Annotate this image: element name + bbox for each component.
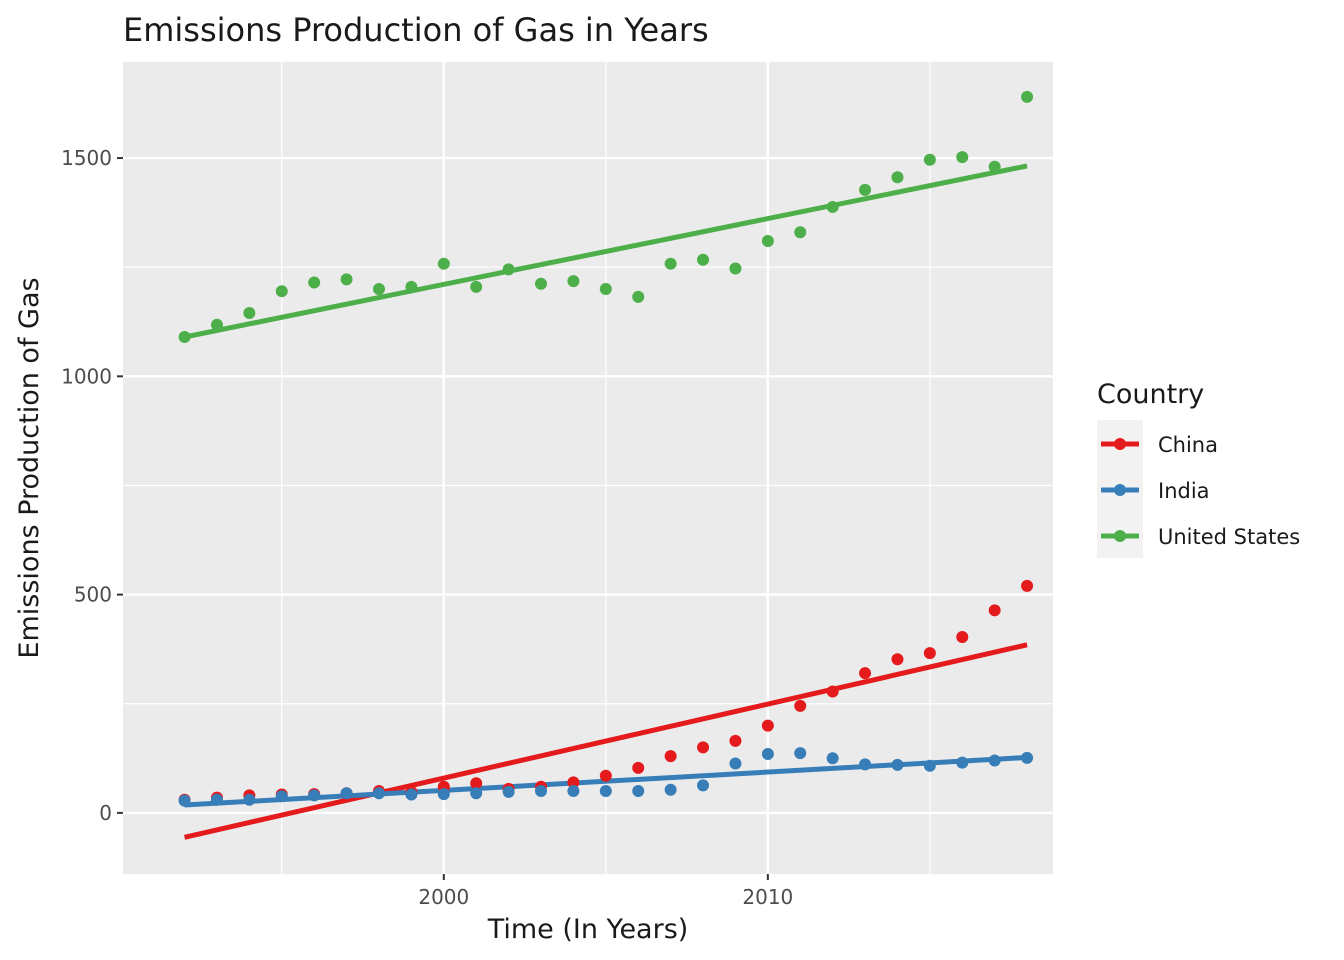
point-united-states	[405, 280, 418, 293]
point-united-states	[372, 283, 385, 296]
point-united-states	[340, 273, 353, 286]
point-india	[697, 779, 710, 792]
point-india	[308, 789, 321, 802]
legend-title: Country	[1097, 379, 1204, 410]
point-india	[210, 793, 223, 806]
point-united-states	[729, 262, 742, 275]
y-tick-label: 1000	[61, 364, 112, 388]
point-india	[437, 788, 450, 801]
point-united-states	[178, 331, 191, 344]
y-axis: 0 500 1000 1500	[61, 146, 123, 825]
point-china	[697, 741, 710, 754]
point-united-states	[599, 283, 612, 296]
point-india	[502, 785, 515, 798]
legend-label: China	[1158, 433, 1218, 457]
point-india	[470, 787, 483, 800]
point-united-states	[826, 200, 839, 213]
point-india	[794, 747, 807, 760]
y-tick-label: 0	[99, 801, 112, 825]
point-united-states	[210, 318, 223, 331]
point-united-states	[308, 276, 321, 289]
point-india	[761, 747, 774, 760]
point-china	[988, 604, 1001, 617]
point-india	[859, 758, 872, 771]
point-india	[988, 754, 1001, 767]
y-tick-label: 500	[74, 583, 112, 607]
legend-key-point	[1114, 530, 1126, 542]
x-tick-label: 2010	[742, 885, 793, 909]
point-united-states	[923, 153, 936, 166]
y-tick-label: 1500	[61, 146, 112, 170]
point-united-states	[437, 257, 450, 270]
point-united-states	[761, 234, 774, 247]
grid-major	[123, 62, 1053, 874]
point-china	[632, 761, 645, 774]
point-china	[470, 777, 483, 790]
point-china	[956, 630, 969, 643]
point-china	[891, 653, 904, 666]
point-united-states	[470, 280, 483, 293]
point-china	[923, 647, 936, 660]
point-india	[405, 788, 418, 801]
plot-panel	[123, 62, 1053, 874]
point-india	[1021, 751, 1034, 764]
point-india	[567, 785, 580, 798]
point-united-states	[243, 307, 256, 320]
point-china	[826, 685, 839, 698]
point-china	[664, 750, 677, 763]
point-china	[859, 667, 872, 680]
x-axis-title: Time (In Years)	[487, 914, 689, 945]
x-tick-label: 2000	[418, 885, 469, 909]
point-china	[794, 699, 807, 712]
point-united-states	[1021, 90, 1034, 103]
legend-key-point	[1114, 438, 1126, 450]
legend-label: India	[1158, 479, 1210, 503]
point-india	[340, 787, 353, 800]
legend-label: United States	[1158, 525, 1300, 549]
point-india	[729, 757, 742, 770]
point-china	[567, 776, 580, 789]
x-axis: 2000 2010	[418, 874, 793, 909]
chart-title: Emissions Production of Gas in Years	[123, 11, 709, 49]
point-united-states	[697, 253, 710, 266]
point-united-states	[567, 275, 580, 288]
point-china	[761, 719, 774, 732]
point-india	[599, 785, 612, 798]
point-china	[599, 769, 612, 782]
legend-keys: China India United States	[1097, 420, 1300, 558]
y-axis-title: Emissions Production of Gas	[14, 277, 45, 658]
point-united-states	[891, 171, 904, 184]
point-india	[178, 794, 191, 807]
point-united-states	[956, 151, 969, 164]
trend-line-united-states	[184, 163, 1028, 340]
point-united-states	[535, 277, 548, 290]
point-india	[826, 752, 839, 765]
point-united-states	[632, 290, 645, 303]
point-india	[372, 787, 385, 800]
legend: Country China India United States	[1097, 379, 1300, 558]
point-united-states	[988, 160, 1001, 173]
data-points	[178, 90, 1034, 807]
point-india	[923, 759, 936, 772]
point-india	[243, 793, 256, 806]
point-india	[956, 756, 969, 769]
point-india	[275, 790, 288, 803]
point-united-states	[664, 257, 677, 270]
point-united-states	[502, 263, 515, 276]
point-india	[664, 783, 677, 796]
point-india	[891, 758, 904, 771]
point-united-states	[275, 285, 288, 298]
point-united-states	[794, 226, 807, 239]
point-united-states	[859, 183, 872, 196]
point-china	[1021, 579, 1034, 592]
point-india	[535, 785, 548, 798]
trend-line-china	[184, 642, 1028, 840]
legend-key-point	[1114, 484, 1126, 496]
point-china	[729, 734, 742, 747]
grid-minor	[123, 62, 1053, 923]
point-india	[632, 785, 645, 798]
